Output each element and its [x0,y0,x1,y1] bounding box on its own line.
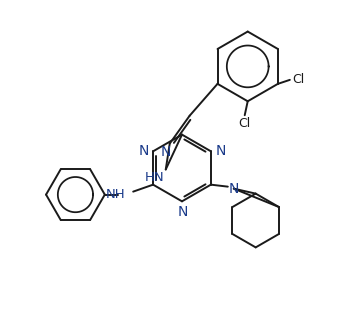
Text: N: N [138,144,149,158]
Text: N: N [160,144,171,158]
Text: NH: NH [105,188,125,201]
Text: N: N [215,144,226,158]
Text: N: N [229,182,239,196]
Text: Cl: Cl [292,73,304,86]
Text: Cl: Cl [239,117,251,130]
Text: N: N [178,205,188,219]
Text: HN: HN [145,171,165,185]
